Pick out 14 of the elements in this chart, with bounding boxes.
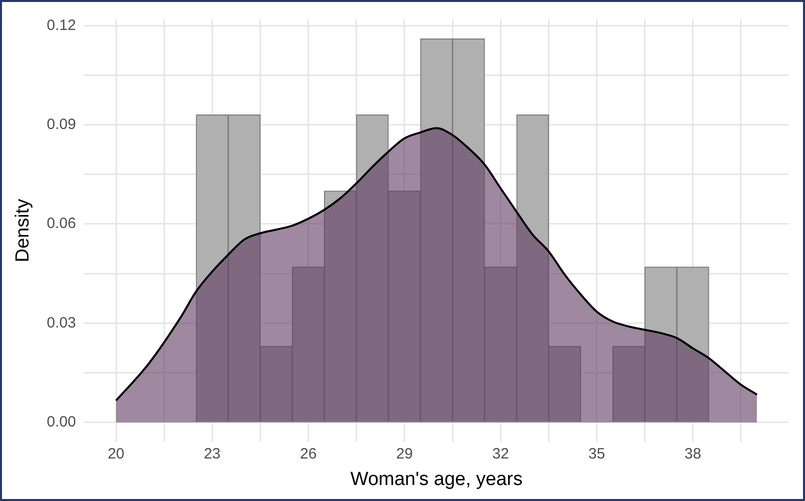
y-tick-label: 0.06: [46, 215, 76, 232]
y-tick-label: 0.00: [46, 414, 76, 431]
x-tick-label: 32: [492, 445, 509, 462]
y-tick-label: 0.12: [46, 16, 76, 34]
y-axis-title: Density: [12, 198, 34, 262]
y-tick-label: 0.09: [46, 116, 76, 133]
x-tick-label: 38: [684, 445, 702, 462]
y-tick-label: 0.03: [46, 314, 76, 332]
x-tick-label: 35: [588, 445, 606, 462]
x-tick-label: 29: [396, 445, 413, 462]
x-tick-label: 26: [300, 445, 317, 462]
x-tick-label: 20: [108, 445, 124, 462]
x-axis-title: Woman's age, years: [350, 468, 523, 490]
x-tick-label: 23: [204, 445, 221, 462]
